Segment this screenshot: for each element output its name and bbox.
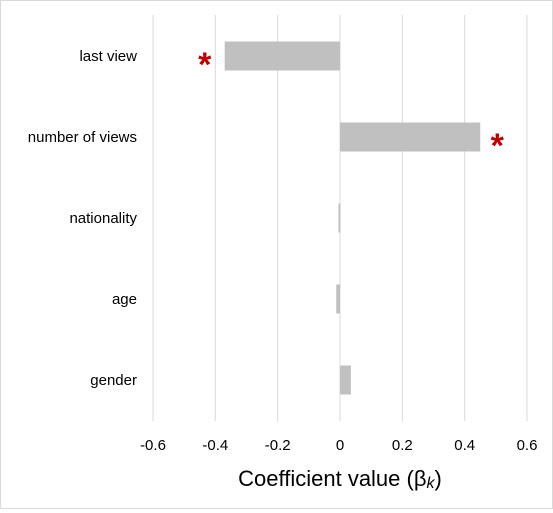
x-tick-label: -0.4 [202, 437, 228, 454]
bar-nationality [338, 203, 341, 233]
significance-markers: ** [198, 46, 505, 165]
category-label: number of views [28, 129, 137, 146]
x-axis-title-main: Coefficient value (β [238, 466, 426, 491]
x-tick-label: 0.2 [392, 437, 413, 454]
bar-gender [340, 365, 351, 395]
category-label: age [112, 291, 137, 308]
gridlines [152, 15, 528, 421]
bar-number-of-views [340, 122, 481, 152]
category-label: last view [79, 48, 137, 65]
bar-last-view [224, 41, 340, 71]
x-axis-title-subscript: k [427, 475, 436, 492]
significance-star: * [198, 46, 212, 84]
x-tick-label: 0 [336, 437, 344, 454]
bar-age [336, 284, 340, 314]
x-axis-title-close: ) [435, 466, 442, 491]
x-tick-label: 0.6 [517, 437, 538, 454]
category-labels: last view number of views nationality age ge… [28, 48, 138, 389]
category-label: nationality [69, 210, 137, 227]
x-tick-label: 0.4 [454, 437, 475, 454]
category-label: gender [90, 372, 137, 389]
bars [224, 41, 481, 395]
x-tick-label: -0.2 [265, 437, 291, 454]
x-tick-label: -0.6 [140, 437, 166, 454]
significance-star: * [491, 127, 505, 165]
x-tick-labels: -0.6 -0.4 -0.2 0 0.2 0.4 0.6 [140, 437, 537, 454]
x-axis-title: Coefficient value (βk) [238, 466, 442, 492]
